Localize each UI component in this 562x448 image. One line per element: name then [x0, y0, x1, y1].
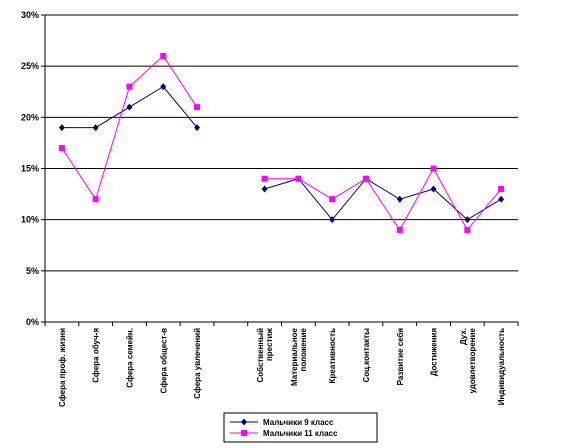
data-point [58, 124, 65, 132]
y-tick-label: 20% [21, 112, 39, 122]
y-tick-label: 5% [26, 266, 39, 276]
gridlines [45, 14, 518, 272]
data-point [126, 83, 133, 90]
x-tick-label: престиж [265, 328, 274, 361]
data-point [58, 145, 65, 152]
data-point [362, 175, 369, 182]
data-point [498, 195, 505, 203]
data-point [464, 226, 471, 233]
legend-label: Мальчики 11 класс [263, 429, 338, 438]
legend: Мальчики 9 класс Мальчики 11 класс [223, 412, 378, 443]
x-tick-label: Сфера семейн. [125, 328, 134, 388]
x-tick-label: Креативность [328, 328, 337, 383]
x-tick-label: удовлетворение [468, 327, 477, 393]
data-point [295, 175, 302, 182]
data-point [498, 185, 505, 192]
data-point [160, 52, 167, 59]
x-tick-label: Сфера проф. жизни [58, 328, 67, 407]
x-tick-label: Сфера обуч-я [92, 328, 101, 383]
x-tick-label: Развитие себя [396, 328, 405, 386]
legend-label: Мальчики 9 класс [263, 418, 334, 427]
y-tick-label: 0% [26, 317, 39, 327]
x-tick-label: Соц.контакты [362, 328, 371, 383]
legend-marker [241, 418, 247, 426]
data-point [261, 185, 268, 193]
data-point [194, 104, 201, 111]
data-point [194, 124, 201, 132]
series-line [264, 178, 502, 221]
legend-marker [241, 430, 247, 436]
data-point [464, 216, 471, 224]
x-tick-label: Сфера увлечений [193, 328, 202, 399]
x-tick-label: Материальное [290, 327, 299, 386]
series [58, 52, 505, 233]
data-point [396, 226, 403, 233]
data-point [126, 103, 133, 111]
data-point [329, 196, 336, 203]
data-point [329, 216, 336, 224]
x-tick-label: Дух. [459, 328, 468, 345]
series-line [264, 167, 502, 231]
data-point [430, 185, 437, 193]
data-point [92, 196, 99, 203]
data-point [430, 165, 437, 172]
x-tick-label: Собственный [256, 328, 265, 383]
x-tick-label: положение [299, 327, 308, 371]
legend-box [223, 412, 378, 443]
x-tick-labels: Сфера проф. жизни Сфера обуч-я Сфера семей… [58, 327, 506, 407]
y-tick-label: 15% [21, 164, 39, 174]
x-tick-label: Индивидуальность [497, 328, 506, 405]
y-tick-label: 25% [21, 61, 39, 71]
y-tick-labels: 0% 5% 10% 15% 20% 25% 30% [21, 10, 39, 327]
data-point [160, 83, 167, 91]
data-point [261, 175, 268, 182]
x-tick-label: Достижения [430, 328, 439, 377]
y-tick-label: 10% [21, 215, 39, 225]
y-tick-label: 30% [21, 10, 39, 20]
axes [41, 14, 519, 326]
data-point [396, 195, 403, 203]
data-point [92, 124, 99, 132]
x-tick-label: Сфера общест-в [159, 328, 168, 394]
